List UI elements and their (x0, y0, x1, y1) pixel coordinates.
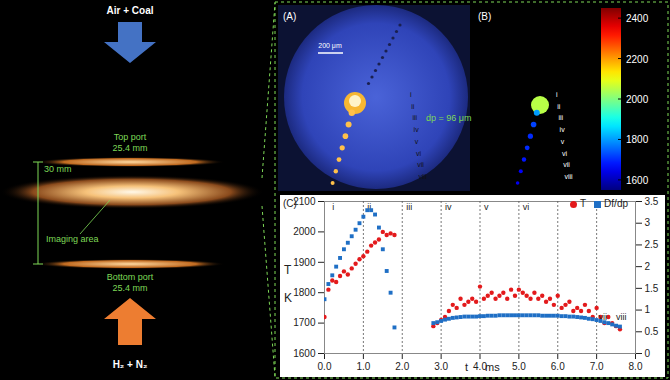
svg-text:3.0: 3.0 (434, 361, 448, 372)
svg-text:1900: 1900 (293, 257, 316, 268)
svg-text:vi: vi (416, 150, 422, 157)
svg-text:ii: ii (367, 202, 372, 213)
html-text:T: T (284, 263, 292, 277)
svg-text:v: v (484, 202, 489, 212)
svg-text:25.4 mm: 25.4 mm (112, 283, 147, 293)
svg-text:1600: 1600 (293, 348, 316, 359)
svg-text:2000: 2000 (626, 94, 649, 105)
svg-text:ii: ii (557, 103, 561, 110)
svg-text:vii: vii (563, 161, 570, 168)
html-text:K: K (284, 291, 292, 305)
svg-text:viii: viii (418, 173, 427, 180)
svg-text:vii: vii (598, 311, 608, 322)
svg-text:vi: vi (562, 150, 568, 157)
svg-text:Imaging area: Imaging area (46, 234, 99, 244)
html-text:Df/dp: Df/dp (604, 198, 628, 209)
svg-text:H₂ + N₂: H₂ + N₂ (113, 359, 148, 370)
svg-text:i: i (332, 202, 334, 212)
svg-text:1.5: 1.5 (645, 283, 659, 294)
svg-text:1600: 1600 (626, 175, 649, 186)
svg-text:iv: iv (560, 126, 566, 133)
svg-text:3: 3 (645, 217, 651, 228)
svg-text:ii: ii (411, 103, 415, 110)
svg-text:2.5: 2.5 (645, 239, 659, 250)
svg-text:6.0: 6.0 (551, 361, 565, 372)
svg-text:30 mm: 30 mm (44, 164, 72, 174)
svg-text:Top port: Top port (114, 132, 147, 142)
svg-text:25.4 mm: 25.4 mm (112, 143, 147, 153)
svg-text:0: 0 (645, 348, 651, 359)
svg-text:200 μm: 200 μm (318, 42, 342, 50)
svg-text:2: 2 (645, 261, 651, 272)
svg-text:iii: iii (412, 114, 417, 121)
svg-text:7.0: 7.0 (590, 361, 604, 372)
svg-text:2200: 2200 (626, 54, 649, 65)
svg-text:1: 1 (645, 304, 651, 315)
svg-text:2100: 2100 (293, 195, 316, 207)
svg-text:v: v (415, 138, 419, 145)
svg-text:Bottom port: Bottom port (107, 272, 154, 282)
svg-text:dp = 96 μm: dp = 96 μm (426, 113, 471, 123)
svg-text:Air + Coal: Air + Coal (107, 5, 154, 16)
svg-text:1800: 1800 (293, 287, 316, 298)
svg-text:2000: 2000 (293, 226, 316, 237)
svg-text:i: i (410, 91, 412, 98)
svg-text:v: v (561, 138, 565, 145)
svg-text:8.0: 8.0 (629, 361, 643, 372)
svg-text:iv: iv (414, 126, 420, 133)
svg-text:viii: viii (616, 312, 627, 322)
svg-text:vii: vii (417, 161, 424, 168)
svg-text:(B): (B) (478, 11, 491, 22)
svg-text:iv: iv (445, 202, 452, 212)
svg-text:2400: 2400 (626, 13, 649, 24)
svg-text:(A): (A) (283, 11, 296, 22)
html-text:(C): (C) (283, 198, 297, 209)
svg-text:1.0: 1.0 (356, 361, 370, 372)
svg-text:0.0: 0.0 (318, 361, 332, 372)
svg-text:vi: vi (523, 202, 530, 212)
svg-text:viii: viii (564, 173, 573, 180)
svg-text:1700: 1700 (293, 317, 316, 328)
html-text:T: T (580, 198, 587, 209)
svg-text:5.0: 5.0 (512, 361, 526, 372)
svg-text:1800: 1800 (626, 134, 649, 145)
svg-text:3.5: 3.5 (645, 196, 659, 207)
svg-text:2.0: 2.0 (395, 361, 409, 372)
svg-text:0.5: 0.5 (645, 326, 659, 337)
html-text:t: t (465, 361, 469, 373)
svg-text:iii: iii (406, 202, 412, 212)
svg-text:iii: iii (558, 114, 563, 121)
html-text:ms: ms (485, 361, 500, 373)
svg-text:i: i (556, 91, 558, 98)
svg-text:4.0: 4.0 (473, 360, 487, 372)
